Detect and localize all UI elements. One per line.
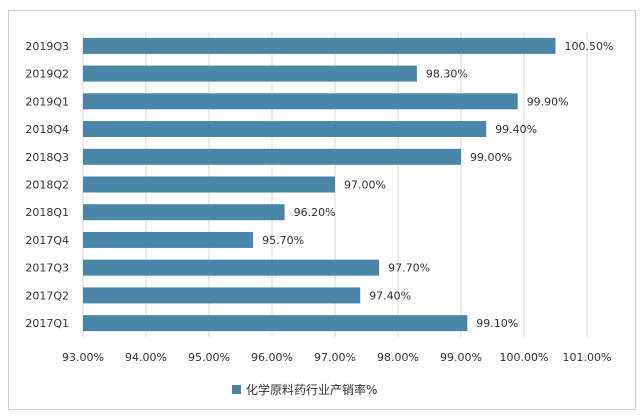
legend-swatch (232, 385, 241, 394)
grid-lines (82, 32, 588, 337)
value-label: 99.10% (476, 317, 518, 330)
bar (83, 231, 254, 248)
category-label: 2019Q1 (25, 95, 69, 108)
value-label: 95.70% (262, 234, 304, 247)
category-labels: 2017Q1 2017Q2 2017Q3 2017Q4 2018Q1 2018Q2 2018… (25, 40, 69, 330)
x-tick-labels: 93.00% 94.00% 95.00% 96.00% 97.00% 98.00% 99.0… (62, 351, 611, 364)
value-label: 99.90% (527, 95, 569, 108)
category-label: 2018Q2 (25, 179, 69, 192)
x-tick-label: 96.00% (251, 351, 293, 364)
value-labels: 99.10% 97.40% 97.70% 95.70% 96.20% 97.00% 99.0… (262, 40, 613, 330)
bar (83, 93, 518, 110)
bar (83, 287, 361, 304)
x-tick-label: 93.00% (62, 351, 104, 364)
x-tick-label: 101.00% (563, 351, 612, 364)
bar (83, 148, 461, 165)
bar (83, 37, 556, 54)
bar (83, 204, 285, 221)
bar (83, 65, 417, 82)
value-label: 99.00% (470, 151, 512, 164)
category-label: 2018Q1 (25, 206, 69, 219)
legend-label: 化学原料药行业产销率% (246, 382, 377, 397)
x-tick-label: 100.00% (500, 351, 549, 364)
bar (83, 259, 380, 276)
value-label: 97.40% (369, 289, 411, 302)
category-label: 2019Q3 (25, 40, 69, 53)
value-label: 96.20% (294, 206, 336, 219)
legend: 化学原料药行业产销率% (232, 382, 377, 397)
value-label: 98.30% (426, 68, 468, 81)
value-label: 97.00% (344, 179, 386, 192)
x-tick-label: 99.00% (440, 351, 482, 364)
x-tick-label: 94.00% (125, 351, 167, 364)
bars (83, 37, 556, 332)
bar (83, 315, 468, 332)
x-tick-label: 97.00% (314, 351, 356, 364)
category-label: 2017Q4 (25, 234, 69, 247)
bar (83, 121, 487, 138)
category-label: 2017Q2 (25, 289, 69, 302)
bar (83, 176, 335, 193)
value-label: 97.70% (388, 262, 430, 275)
value-label: 100.50% (565, 40, 614, 53)
x-tick-label: 98.00% (377, 351, 419, 364)
category-label: 2017Q3 (25, 262, 69, 275)
category-label: 2018Q4 (25, 123, 69, 136)
x-tick-label: 95.00% (188, 351, 230, 364)
category-label: 2017Q1 (25, 317, 69, 330)
value-label: 99.40% (495, 123, 537, 136)
category-label: 2019Q2 (25, 68, 69, 81)
category-label: 2018Q3 (25, 151, 69, 164)
